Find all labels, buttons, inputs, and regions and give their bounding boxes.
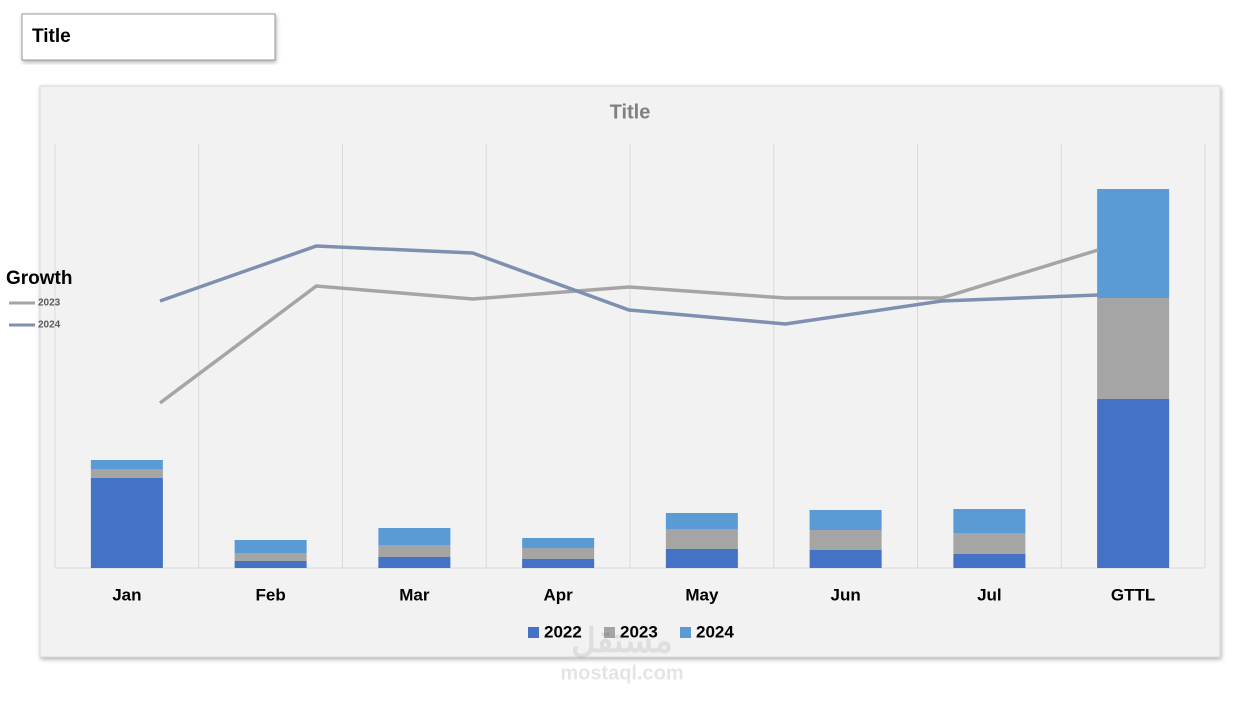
bar-segment [90,460,163,469]
bar-segment [90,469,163,478]
growth-line [158,248,1099,405]
bar-segment [234,553,307,561]
bar-segment [953,533,1026,554]
x-tick-label: Jul [977,585,1002,604]
x-tick-label: Feb [256,585,286,604]
bar-segment [522,538,595,548]
legend-swatch [680,627,691,638]
legend-swatch [604,627,615,638]
bar-segment [665,549,738,568]
legend-label: 2023 [38,298,61,309]
title-box [21,13,276,61]
legend-label: 2024 [38,320,61,331]
bar-segment [522,548,595,559]
legend-title: Growth [6,268,73,289]
bar-segment [522,559,595,568]
legend-swatch [528,627,539,638]
chart-title: Title [610,101,651,123]
legend-label: 2022 [544,622,582,641]
bar-segment [1097,298,1170,399]
bar-segment [378,528,451,545]
legend-label: 2023 [620,622,658,641]
plot: Jan Feb Mar Apr May Jun Jul GTTL 2022 2023 2024 Gro… [6,144,1206,641]
bar-segment [90,478,163,568]
bar-segment [234,561,307,568]
growth-line [159,244,1099,326]
legend-label: 2024 [696,622,734,641]
title-box-text: Title [32,26,71,47]
x-tick-label: Jan [112,585,141,604]
bar-segment [665,513,738,529]
x-tick-label: Mar [399,585,430,604]
x-tick-label: Jun [831,585,861,604]
bar-segment [953,554,1026,568]
watermark: مستقل [571,622,673,660]
bar-segment [234,540,307,553]
bar-segment [809,550,882,568]
bar-segment [378,545,451,557]
x-tick-label: Apr [543,585,573,604]
bar-segment [809,530,882,550]
bar-segment [1097,189,1170,298]
bar-segment [809,510,882,530]
x-tick-label: May [685,585,719,604]
bar-segment [1097,399,1170,568]
watermark: mostaql.com [560,662,683,684]
bar-segment [378,557,451,568]
x-tick-label: GTTL [1111,585,1155,604]
bar-segment [665,529,738,549]
bar-segment [953,509,1026,533]
